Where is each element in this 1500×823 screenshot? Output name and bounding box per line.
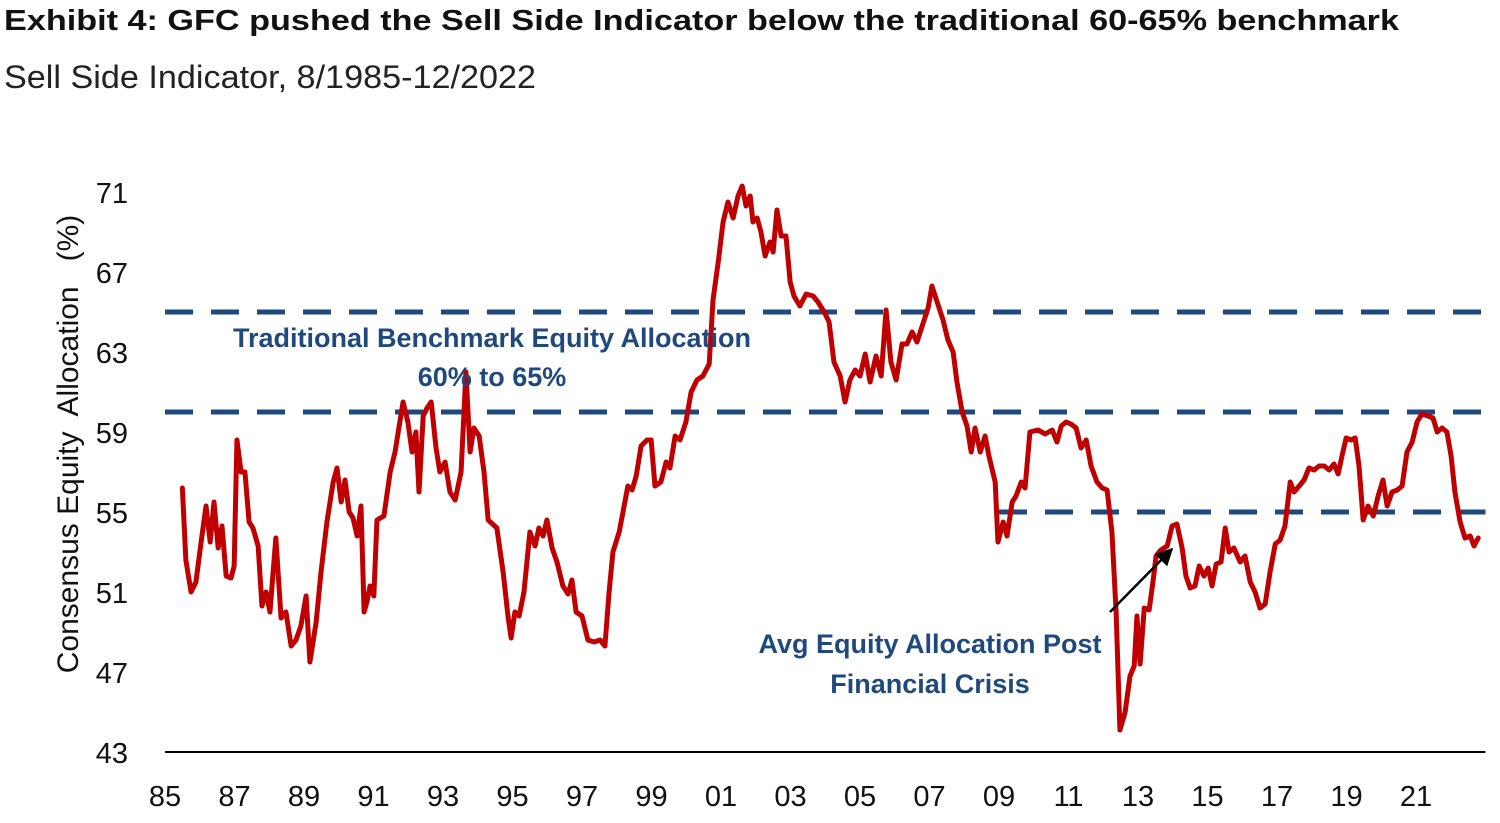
y-tick-label: 59 xyxy=(96,418,128,450)
x-tick-label: 93 xyxy=(427,781,459,813)
data-line xyxy=(179,183,1481,733)
x-tick-label: 91 xyxy=(357,781,389,813)
x-tick-label: 19 xyxy=(1330,781,1362,813)
x-tick-label: 89 xyxy=(288,781,320,813)
annotation: Financial Crisis xyxy=(830,669,1030,699)
x-tick-label: 17 xyxy=(1261,781,1293,813)
y-tick-label: 71 xyxy=(96,178,128,210)
y-tick-label: 55 xyxy=(96,498,128,530)
x-tick-label: 05 xyxy=(844,781,876,813)
y-tick-label: 43 xyxy=(96,738,128,770)
x-tick-label: 13 xyxy=(1122,781,1154,813)
annotation: Avg Equity Allocation Post xyxy=(758,629,1101,659)
annotation: 60% to 65% xyxy=(418,362,567,392)
x-tick-label: 87 xyxy=(218,781,250,813)
x-tick-label: 07 xyxy=(913,781,945,813)
annotation-arrow xyxy=(1109,547,1174,613)
y-tick-label: 67 xyxy=(96,258,128,290)
chart-title: Exhibit 4: GFC pushed the Sell Side Indi… xyxy=(4,5,1400,37)
y-tick-label: 51 xyxy=(96,578,128,610)
x-tick-label: 15 xyxy=(1191,781,1223,813)
plot-area: 43 47 51 55 59 63 67 71 85 87 89 91 93 95 97 99 01 03 05 07… xyxy=(96,178,1486,813)
x-tick-label: 97 xyxy=(566,781,598,813)
x-tick-label: 09 xyxy=(983,781,1015,813)
annotation: Traditional Benchmark Equity Allocation xyxy=(233,323,751,353)
x-tick-label: 99 xyxy=(635,781,667,813)
x-tick-label: 03 xyxy=(774,781,806,813)
x-tick-label: 11 xyxy=(1053,781,1083,813)
y-tick-label: 63 xyxy=(96,338,128,370)
x-tick-label: 01 xyxy=(705,781,737,813)
chart-subtitle: Sell Side Indicator, 8/1985-12/2022 xyxy=(4,59,536,95)
y-tick-label: 47 xyxy=(96,658,128,690)
x-tick-label: 95 xyxy=(496,781,528,813)
x-tick-label: 85 xyxy=(149,781,181,813)
y-axis-label: Consensus Equity Allocation (%) xyxy=(52,215,85,674)
x-tick-label: 21 xyxy=(1400,781,1432,813)
